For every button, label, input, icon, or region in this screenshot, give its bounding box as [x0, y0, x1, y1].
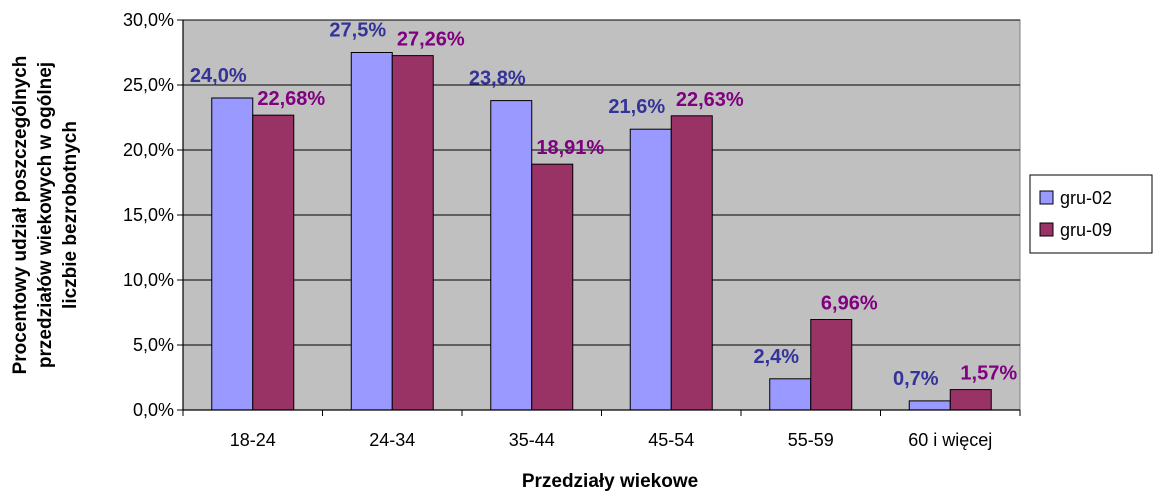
y-tick-label: 20,0% [123, 140, 174, 160]
bar-gru-09 [252, 114, 295, 411]
x-tick-label: 55-59 [788, 430, 834, 450]
bars [211, 52, 992, 411]
y-axis-title-line: Procentowy udział poszczególnych [10, 56, 31, 375]
y-tick-labels: 0,0% 5,0% 10,0% 15,0% 20,0% 25,0% 30,0% [123, 10, 174, 420]
data-label-gru-02: 2,4% [753, 346, 799, 368]
y-tick-label: 10,0% [123, 270, 174, 290]
bar-gru-02 [490, 100, 533, 411]
y-axis-title-line: przedziałów wiekowych w ogólnej [35, 62, 56, 368]
legend-swatch-gru-02 [1039, 190, 1054, 205]
data-label-gru-02: 24,0% [190, 65, 247, 87]
y-axis-title: Procentowy udział poszczególnych przedzia… [10, 56, 81, 375]
bar-gru-02 [908, 400, 951, 411]
data-label-gru-09: 22,63% [676, 89, 744, 111]
gridlines [183, 19, 1020, 346]
bar-gru-09 [949, 389, 992, 411]
x-tick-label: 24-34 [369, 430, 415, 450]
x-tick-label: 45-54 [648, 430, 694, 450]
bar-gru-09 [531, 163, 574, 411]
data-labels: 24,0% 22,68% 27,5% 27,26%23,8% 18,91%21,6% 22… [190, 20, 1017, 390]
y-tick-label: 25,0% [123, 75, 174, 95]
data-label-gru-02: 27,5% [329, 20, 386, 42]
legend-label-gru-02: gru-02 [1060, 188, 1112, 208]
data-label-gru-09: 6,96% [821, 293, 878, 315]
legend-label-gru-09: gru-09 [1060, 220, 1112, 240]
data-label-gru-09: 27,26% [397, 29, 465, 51]
axes [177, 19, 1021, 416]
data-label-gru-09: 18,91% [536, 137, 604, 159]
data-label-gru-09: 1,57% [960, 363, 1017, 385]
y-tick-label: 0,0% [133, 400, 174, 420]
x-tick-label: 18-24 [230, 430, 276, 450]
x-axis-title: Przedziały wiekowe [522, 471, 698, 492]
x-tick-labels: 18-24 24-34 35-44 45-54 55-59 60 i więcej [230, 430, 993, 450]
data-label-gru-02: 0,7% [893, 368, 939, 390]
x-tick-label: 60 i więcej [908, 430, 992, 450]
bar-gru-02 [211, 97, 254, 411]
legend-box [1029, 174, 1153, 254]
y-axis-title-line: liczbie bezrobotnych [60, 121, 81, 309]
bar-gru-02 [629, 128, 672, 411]
bar-gru-02 [769, 378, 812, 411]
bar-gru-09 [391, 55, 434, 411]
bar-gru-09 [810, 319, 853, 411]
x-tick-label: 35-44 [509, 430, 555, 450]
legend-swatch-gru-09 [1039, 222, 1054, 237]
data-label-gru-02: 23,8% [469, 68, 526, 90]
y-tick-label: 5,0% [133, 335, 174, 355]
data-label-gru-02: 21,6% [608, 96, 665, 118]
y-tick-label: 15,0% [123, 205, 174, 225]
legend: gru-02 gru-09 [1029, 174, 1153, 254]
bar-gru-02 [350, 52, 393, 411]
y-tick-label: 30,0% [123, 10, 174, 30]
data-label-gru-09: 22,68% [257, 88, 325, 110]
bar-gru-09 [670, 115, 713, 411]
